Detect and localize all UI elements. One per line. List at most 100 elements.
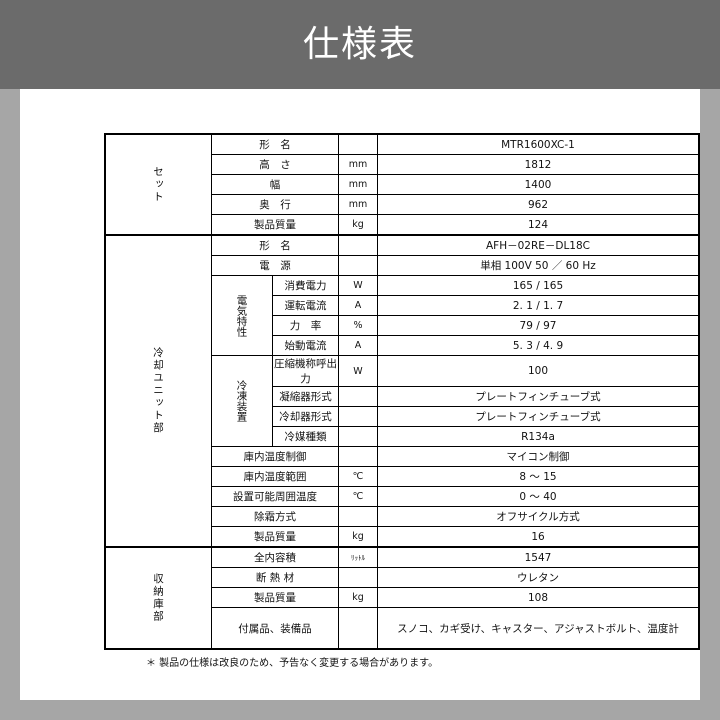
row-value: 8 ～ 15	[377, 466, 700, 487]
row-label: 幅	[211, 174, 339, 195]
row-value: 5. 3 / 4. 9	[377, 335, 700, 356]
row-value: R134a	[377, 426, 700, 447]
row-label: 庫内温度範囲	[211, 466, 339, 487]
table-row: 力 率% 79 / 97	[105, 315, 700, 336]
table-row: 収納庫部 全内容積 ﾘｯﾄﾙ 1547	[104, 546, 700, 650]
row-unit: %	[338, 315, 378, 336]
row-label: 高 さ	[211, 154, 339, 175]
row-unit: kg	[338, 214, 378, 236]
table-row: 製品質量 kg 16	[105, 526, 700, 548]
row-unit: mm	[338, 174, 378, 195]
table-row: 電気特性 消費電力 W 165 / 165	[105, 275, 700, 356]
row-unit	[338, 567, 378, 588]
row-value: 16	[377, 526, 700, 548]
row-unit	[338, 426, 378, 447]
row-label: 形 名	[211, 234, 339, 256]
row-value: 1812	[377, 154, 700, 175]
subsection-refrigeration: 冷凍装置	[211, 355, 273, 447]
row-value: 962	[377, 194, 700, 215]
table-row: 除霜方式 オフサイクル方式	[105, 506, 700, 527]
row-unit	[338, 386, 378, 407]
row-label: 冷媒種類	[272, 426, 339, 447]
row-label: 形 名	[211, 133, 339, 155]
row-label: 圧縮機称呼出力	[272, 355, 339, 387]
table-row: 製品質量 kg 124	[105, 214, 700, 236]
row-label: 付属品、装備品	[211, 607, 339, 650]
row-value: 単相 100V 50 ／ 60 Hz	[377, 255, 700, 276]
table-row: 付属品、装備品 スノコ、カギ受け、キャスター、アジャストボルト、温度計	[105, 607, 700, 650]
row-label: 全内容積	[211, 546, 339, 568]
row-value: 100	[377, 355, 700, 387]
table-row: 断 熱 材 ウレタン	[105, 567, 700, 588]
row-value: スノコ、カギ受け、キャスター、アジャストボルト、温度計	[377, 607, 700, 650]
table-row: 始動電流 A 5. 3 / 4. 9	[105, 335, 700, 356]
row-unit: W	[338, 355, 378, 387]
row-label: 設置可能周囲温度	[211, 486, 339, 507]
row-value: MTR1600XC-1	[377, 133, 700, 155]
row-label: 製品質量	[211, 214, 339, 236]
row-label: 奥 行	[211, 194, 339, 215]
table-row: 奥 行 mm 962	[105, 194, 700, 215]
row-unit: W	[338, 275, 378, 296]
page-title: 仕様表	[0, 0, 720, 89]
row-value: マイコン制御	[377, 446, 700, 467]
row-unit	[338, 406, 378, 427]
row-unit	[338, 446, 378, 467]
table-row: 設置可能周囲温度 ℃ 0 ～ 40	[105, 486, 700, 507]
row-unit: A	[338, 295, 378, 316]
row-value: 124	[377, 214, 700, 236]
row-unit	[338, 607, 378, 650]
row-label: 消費電力	[272, 275, 339, 296]
row-value: プレートフィンチューブ式	[377, 386, 700, 407]
row-value: AFH－02RE－DL18C	[377, 234, 700, 256]
row-value: プレートフィンチューブ式	[377, 406, 700, 427]
row-label: 断 熱 材	[211, 567, 339, 588]
row-label: 製品質量	[211, 587, 339, 608]
row-unit	[338, 133, 378, 155]
row-label: 製品質量	[211, 526, 339, 548]
section-storage: 収納庫部	[104, 546, 212, 650]
row-unit: mm	[338, 154, 378, 175]
row-unit: ℃	[338, 466, 378, 487]
table-row: 電 源 単相 100V 50 ／ 60 Hz	[105, 255, 700, 276]
row-value: 108	[377, 587, 700, 608]
row-unit: ﾘｯﾄﾙ	[338, 546, 378, 568]
row-unit: kg	[338, 587, 378, 608]
row-label: 庫内温度制御	[211, 446, 339, 467]
section-cooling: 冷却ユニット部	[104, 234, 212, 548]
row-value: 165 / 165	[377, 275, 700, 296]
row-value: 2. 1 / 1. 7	[377, 295, 700, 316]
row-unit: kg	[338, 526, 378, 548]
row-unit: mm	[338, 194, 378, 215]
row-label: 冷却器形式	[272, 406, 339, 427]
row-label: 始動電流	[272, 335, 339, 356]
section-set: セット	[104, 133, 212, 236]
row-label: 除霜方式	[211, 506, 339, 527]
row-value: オフサイクル方式	[377, 506, 700, 527]
row-unit: ℃	[338, 486, 378, 507]
row-value: ウレタン	[377, 567, 700, 588]
row-unit	[338, 234, 378, 256]
table-row: 運転電流 A 2. 1 / 1. 7	[105, 295, 700, 316]
row-value: 0 ～ 40	[377, 486, 700, 507]
row-unit: A	[338, 335, 378, 356]
row-label: 凝縮器形式	[272, 386, 339, 407]
table-row: 冷却ユニット部形 名 AFH－02RE－DL18C	[104, 234, 700, 548]
liter-unit: ﾘｯﾄﾙ	[351, 554, 365, 562]
row-value: 1400	[377, 174, 700, 195]
table-row: 製品質量 kg 108	[105, 587, 700, 608]
footnote: ＊ 製品の仕様は改良のため、予告なく変更する場合があります。	[146, 658, 439, 669]
row-label: 運転電流	[272, 295, 339, 316]
row-unit	[338, 506, 378, 527]
row-label: 力 率	[272, 315, 339, 336]
table-row: 高 さ mm 1812	[105, 154, 700, 175]
table-row: 庫内温度制御 マイコン制御	[105, 446, 700, 467]
row-label: 電 源	[211, 255, 339, 276]
row-value: 79 / 97	[377, 315, 700, 336]
row-unit	[338, 255, 378, 276]
table-row: セット形 名 MTR1600XC-1	[104, 133, 700, 236]
subsection-electrical: 電気特性	[211, 275, 273, 356]
row-value: 1547	[377, 546, 700, 568]
